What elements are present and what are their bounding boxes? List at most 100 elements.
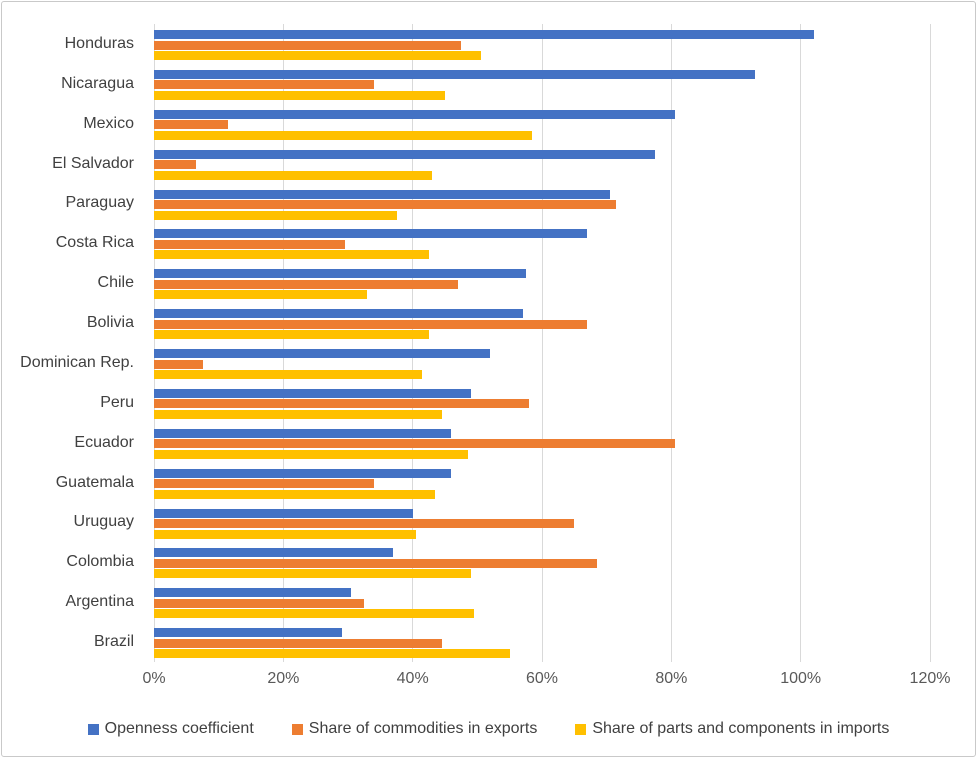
bar-share-of-parts-and-components-in-imports-chile — [154, 290, 368, 300]
bar-share-of-parts-and-components-in-imports-el-salvador — [154, 170, 433, 180]
bar-share-of-commodities-in-exports-peru — [154, 399, 530, 409]
bar-group-chile — [154, 263, 930, 303]
bar-group-mexico — [154, 104, 930, 144]
legend-label: Share of parts and components in imports — [592, 720, 890, 737]
category-label-peru: Peru — [100, 393, 134, 411]
bar-group-honduras — [154, 24, 930, 64]
bar-share-of-commodities-in-exports-guatemala — [154, 479, 374, 489]
bar-share-of-commodities-in-exports-dominican-rep — [154, 359, 203, 369]
bar-group-brazil — [154, 622, 930, 662]
bar-openness-coefficient-brazil — [154, 628, 342, 638]
x-tick-label-40: 40% — [396, 670, 429, 687]
bar-group-el-salvador — [154, 144, 930, 184]
bar-openness-coefficient-ecuador — [154, 428, 452, 438]
bar-share-of-parts-and-components-in-imports-nicaragua — [154, 90, 445, 100]
bar-share-of-commodities-in-exports-honduras — [154, 40, 462, 50]
bar-openness-coefficient-chile — [154, 269, 526, 279]
x-axis: 0% 20% 40% 60% 80% 100% 120% — [142, 670, 950, 692]
bar-share-of-parts-and-components-in-imports-costa-rica — [154, 250, 429, 260]
bar-openness-coefficient-el-salvador — [154, 149, 656, 159]
gridline-40 — [412, 24, 414, 662]
category-label-colombia: Colombia — [66, 553, 134, 571]
bar-group-bolivia — [154, 303, 930, 343]
bar-openness-coefficient-guatemala — [154, 468, 452, 478]
category-label-guatemala: Guatemala — [55, 473, 134, 491]
bar-share-of-parts-and-components-in-imports-paraguay — [154, 210, 397, 220]
bar-share-of-parts-and-components-in-imports-bolivia — [154, 330, 429, 340]
category-label-honduras: Honduras — [64, 34, 134, 52]
bar-group-nicaragua — [154, 64, 930, 104]
x-tick-label-120: 120% — [909, 670, 951, 687]
legend-label: Share of commodities in exports — [308, 720, 538, 737]
gridline-120 — [929, 24, 931, 662]
category-label-nicaragua: Nicaragua — [61, 74, 134, 92]
bar-share-of-commodities-in-exports-nicaragua — [154, 80, 374, 90]
legend-swatch-icon — [87, 723, 99, 735]
x-tick-label-60: 60% — [525, 670, 559, 687]
category-label-argentina: Argentina — [65, 593, 135, 611]
bar-group-dominican-rep — [154, 343, 930, 383]
bar-group-ecuador — [154, 423, 930, 463]
bar-share-of-commodities-in-exports-brazil — [154, 638, 442, 648]
category-label-chile: Chile — [97, 274, 134, 292]
bar-share-of-parts-and-components-in-imports-mexico — [154, 130, 533, 140]
bar-openness-coefficient-bolivia — [154, 309, 523, 319]
bar-share-of-parts-and-components-in-imports-uruguay — [154, 529, 416, 539]
bar-share-of-commodities-in-exports-chile — [154, 279, 458, 289]
gridline-60 — [541, 24, 543, 662]
bar-group-costa-rica — [154, 223, 930, 263]
category-label-mexico: Mexico — [83, 114, 134, 132]
bar-openness-coefficient-argentina — [154, 588, 352, 598]
plot-area — [153, 24, 931, 662]
bar-share-of-commodities-in-exports-costa-rica — [154, 239, 345, 249]
bar-openness-coefficient-dominican-rep — [154, 349, 491, 358]
category-label-el-salvador: El Salvador — [52, 154, 134, 172]
legend: Openness coefficient Share of commodities… — [2, 716, 975, 742]
bar-share-of-commodities-in-exports-uruguay — [154, 519, 575, 528]
x-tick-label-20: 20% — [267, 670, 300, 687]
bar-share-of-commodities-in-exports-mexico — [154, 120, 229, 130]
x-tick-label-100: 100% — [780, 670, 822, 687]
bar-group-uruguay — [154, 503, 930, 543]
gridline-0 — [153, 24, 155, 662]
gridline-100 — [800, 24, 802, 662]
legend-label: Openness coefficient — [104, 720, 254, 737]
bar-share-of-parts-and-components-in-imports-ecuador — [154, 449, 468, 459]
bar-rows — [154, 24, 930, 662]
bar-openness-coefficient-mexico — [154, 109, 675, 119]
bar-group-argentina — [154, 582, 930, 622]
bar-share-of-commodities-in-exports-ecuador — [154, 439, 675, 449]
gridline-20 — [282, 24, 284, 662]
legend-swatch-icon — [291, 723, 303, 735]
bar-openness-coefficient-paraguay — [154, 189, 610, 199]
bar-share-of-parts-and-components-in-imports-argentina — [154, 609, 475, 619]
bar-openness-coefficient-nicaragua — [154, 69, 756, 79]
bar-group-peru — [154, 383, 930, 423]
bar-openness-coefficient-colombia — [154, 548, 394, 558]
bar-share-of-commodities-in-exports-bolivia — [154, 319, 588, 329]
bar-share-of-commodities-in-exports-colombia — [154, 558, 597, 568]
category-label-dominican-rep: Dominican Rep. — [20, 353, 134, 371]
category-label-paraguay: Paraguay — [65, 194, 135, 212]
bar-openness-coefficient-costa-rica — [154, 229, 588, 239]
legend-item-share-of-parts-and-components-in-imports: Share of parts and components in imports — [575, 720, 889, 738]
bar-group-colombia — [154, 542, 930, 582]
legend-item-openness-coefficient: Openness coefficient — [87, 720, 254, 738]
bar-share-of-parts-and-components-in-imports-guatemala — [154, 489, 436, 499]
x-tick-label-80: 80% — [655, 670, 688, 687]
bar-group-guatemala — [154, 463, 930, 503]
category-label-brazil: Brazil — [93, 633, 134, 651]
bar-share-of-commodities-in-exports-argentina — [154, 598, 365, 608]
bar-share-of-commodities-in-exports-el-salvador — [154, 160, 197, 170]
bar-share-of-parts-and-components-in-imports-colombia — [154, 569, 471, 579]
bar-share-of-parts-and-components-in-imports-brazil — [154, 649, 510, 659]
bar-openness-coefficient-honduras — [154, 30, 814, 39]
x-tick-label-0: 0% — [142, 670, 166, 687]
legend-item-share-of-commodities-in-exports: Share of commodities in exports — [291, 720, 538, 738]
category-axis: Honduras Nicaragua Mexico El Salvador Paragu… — [2, 24, 144, 662]
category-label-uruguay: Uruguay — [73, 513, 134, 531]
bar-openness-coefficient-peru — [154, 388, 471, 398]
category-label-ecuador: Ecuador — [74, 433, 134, 451]
bar-openness-coefficient-uruguay — [154, 508, 413, 518]
